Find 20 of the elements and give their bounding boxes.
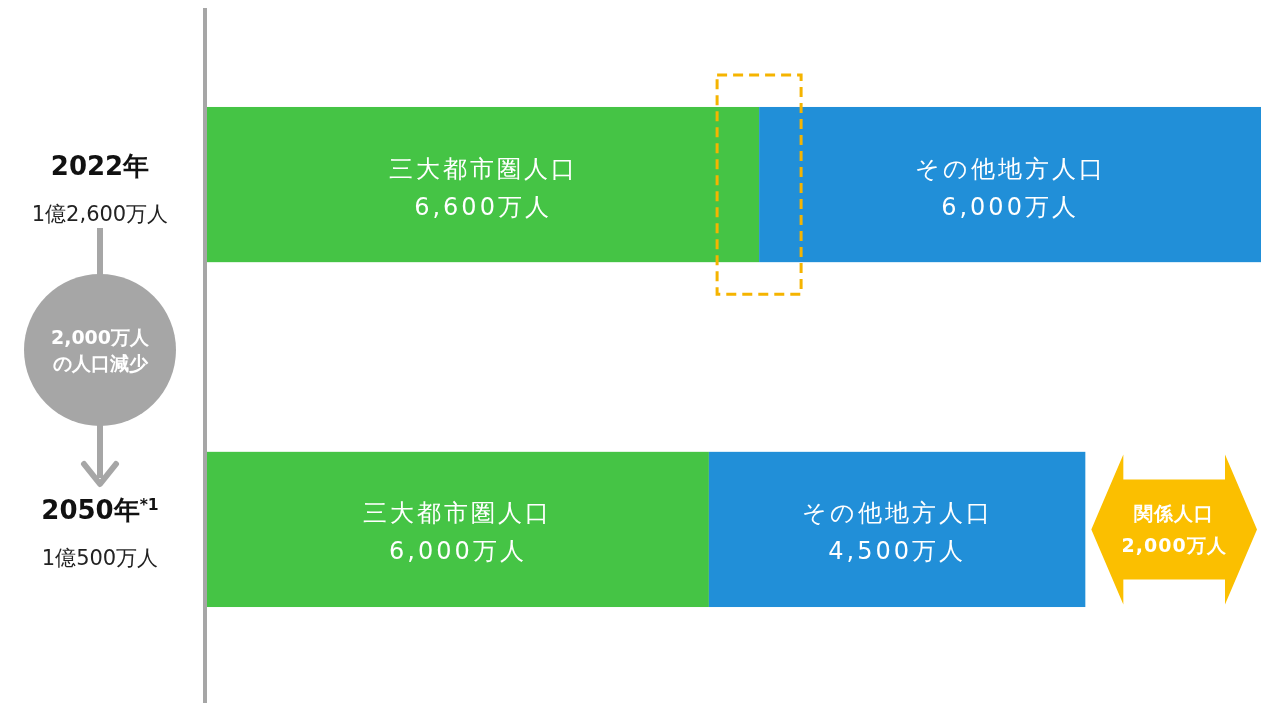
bar [207, 451, 709, 608]
text: の人口減少 [52, 352, 149, 374]
data-label: 4,500万人 [828, 537, 966, 566]
data-label: 6,000万人 [941, 192, 1079, 221]
bar [759, 106, 1261, 263]
bar [207, 106, 760, 263]
text: 2,000万人 [50, 326, 151, 348]
series-label: 三大都市圏人口 [363, 499, 553, 528]
annotation: 2,000万人 [1121, 534, 1227, 557]
y-tick-label: 2022年 [50, 150, 150, 181]
total-label: 1億500万人 [41, 546, 159, 571]
y-tick-label: 2050年$^{*1}$ [41, 495, 159, 526]
data-label: 6,000万人 [389, 537, 527, 566]
data-label: 6,600万人 [414, 192, 552, 221]
total-label: 1億2,600万人 [31, 201, 169, 226]
text: その他地方人口 [914, 154, 1106, 183]
series-label: その他地方人口 [801, 499, 993, 528]
annotation: 関係人口 [1134, 502, 1215, 525]
bar [708, 451, 1086, 608]
text: 三大都市圏人口 [388, 154, 578, 183]
